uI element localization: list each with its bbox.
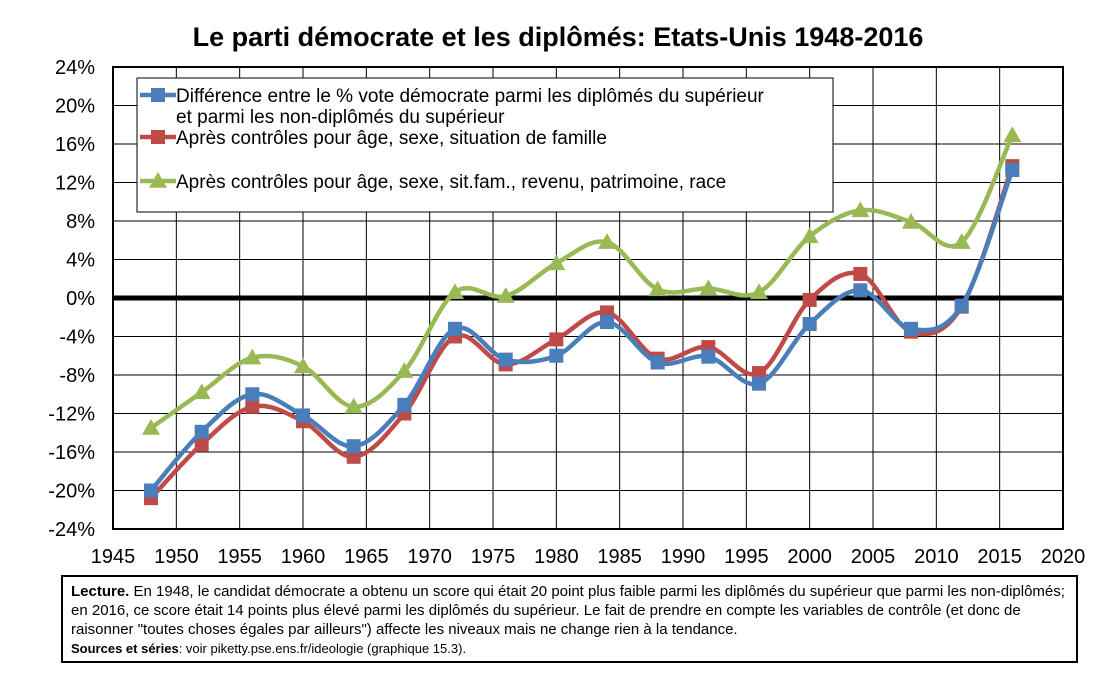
y-tick-label: -8% bbox=[59, 365, 95, 387]
series-2-point bbox=[802, 292, 817, 307]
x-tick-label: 1975 bbox=[471, 546, 516, 568]
series-2-line bbox=[148, 163, 1015, 501]
line-chart: 24% 20% 16% 12% 8% 4% 0% -4% -8% -12% -16% -20% -24%… bbox=[48, 57, 1086, 568]
y-tick-label: -24% bbox=[48, 519, 95, 541]
series-1-point bbox=[802, 316, 817, 331]
series-3-point bbox=[648, 280, 667, 297]
series-3-point bbox=[496, 287, 515, 303]
legend-swatch-marker bbox=[151, 88, 165, 102]
note-sources-text: : voir piketty.pse.ens.fr/ideologie (gra… bbox=[178, 641, 467, 656]
legend-label: Après contrôles pour âge, sexe, situatio… bbox=[176, 128, 607, 149]
x-tick-label: 1970 bbox=[407, 546, 452, 568]
x-axis-ticks: 1945 1950 1955 1960 1965 1970 1975 1980 1985 1990… bbox=[91, 546, 1086, 568]
series-1-point bbox=[701, 349, 716, 364]
series-1-point bbox=[346, 439, 361, 454]
y-tick-label: 12% bbox=[55, 173, 95, 195]
x-tick-label: 1955 bbox=[217, 546, 262, 568]
x-tick-label: 1960 bbox=[281, 546, 326, 568]
series-3-point bbox=[699, 279, 718, 296]
series-1-point bbox=[549, 348, 564, 363]
y-tick-label: 24% bbox=[55, 57, 95, 79]
x-tick-label: 2010 bbox=[914, 546, 959, 568]
series-1-point bbox=[853, 283, 868, 298]
legend-box bbox=[136, 77, 834, 213]
series-1-point bbox=[194, 424, 209, 439]
y-tick-label: 16% bbox=[55, 134, 95, 156]
series-3-point bbox=[142, 418, 160, 435]
y-tick-label: -4% bbox=[59, 327, 95, 349]
series-3-point bbox=[598, 233, 616, 249]
series-1-point bbox=[448, 321, 462, 336]
series-1-point bbox=[600, 315, 614, 330]
series-3-point bbox=[192, 383, 211, 400]
series-1-point bbox=[144, 483, 158, 498]
legend-swatch-marker bbox=[151, 130, 165, 144]
x-tick-label: 1965 bbox=[344, 546, 389, 568]
note-lecture-label: Lecture. bbox=[71, 583, 130, 600]
series-1-point bbox=[752, 376, 766, 391]
series-2-point bbox=[549, 332, 564, 347]
series-3-point bbox=[750, 283, 768, 299]
x-tick-label: 1995 bbox=[724, 546, 769, 568]
y-tick-label: 8% bbox=[66, 211, 95, 233]
series-1-point bbox=[245, 387, 260, 402]
series-2-point bbox=[853, 266, 868, 281]
y-tick-label: -20% bbox=[48, 481, 95, 503]
series-1-point bbox=[397, 397, 412, 412]
series-3-point bbox=[902, 212, 920, 229]
x-tick-label: 1980 bbox=[534, 546, 579, 568]
series-3 bbox=[142, 126, 1022, 435]
x-tick-label: 1945 bbox=[91, 546, 136, 568]
series-2-point bbox=[346, 449, 361, 464]
y-tick-label: 0% bbox=[66, 288, 95, 310]
chart-title: Le parti démocrate et les diplômés: Etat… bbox=[192, 22, 924, 52]
series-3-point bbox=[547, 254, 566, 271]
series-1-point bbox=[498, 352, 513, 367]
y-axis-ticks: 24% 20% 16% 12% 8% 4% 0% -4% -8% -12% -16% -20% -24% bbox=[48, 57, 95, 541]
series-2-point bbox=[245, 399, 260, 414]
series-1-point bbox=[296, 408, 310, 423]
series-1 bbox=[144, 162, 1020, 498]
x-tick-label: 1950 bbox=[154, 546, 199, 568]
note-sources: Sources et séries: voir piketty.pse.ens.… bbox=[71, 641, 466, 656]
note-sources-label: Sources et séries bbox=[71, 641, 179, 656]
series-3-point bbox=[851, 201, 870, 218]
legend-swatch-marker bbox=[149, 172, 167, 188]
x-tick-label: 2020 bbox=[1041, 546, 1086, 568]
series-1-point bbox=[650, 355, 665, 370]
series-3-point bbox=[446, 283, 464, 299]
series-3-point bbox=[395, 362, 414, 378]
note-lecture-text: En 1948, le candidat démocrate a obtenu … bbox=[71, 583, 1065, 638]
legend-label: Après contrôles pour âge, sexe, sit.fam.… bbox=[176, 172, 726, 193]
legend: Différence entre le % vote démocrate par… bbox=[136, 77, 834, 213]
series-1-point bbox=[904, 321, 918, 336]
series-2-point bbox=[194, 437, 209, 452]
y-tick-label: -12% bbox=[48, 404, 95, 426]
legend-label-line2: et parmi les non-diplômés du supérieur bbox=[176, 107, 505, 128]
series-3-point bbox=[243, 348, 262, 365]
reading-note: Lecture. En 1948, le candidat démocrate … bbox=[61, 575, 1078, 663]
series-1-point bbox=[1005, 162, 1020, 177]
series-1-point bbox=[954, 298, 969, 313]
x-tick-label: 1985 bbox=[597, 546, 642, 568]
y-tick-label: 20% bbox=[55, 96, 95, 118]
series-2-point bbox=[752, 366, 766, 381]
y-tick-label: 4% bbox=[66, 250, 95, 272]
y-tick-label: -16% bbox=[48, 442, 95, 464]
series-3-point bbox=[344, 397, 363, 414]
series-3-point bbox=[952, 233, 971, 249]
series-1-line bbox=[148, 167, 1015, 493]
legend-label: Différence entre le % vote démocrate par… bbox=[176, 86, 765, 107]
series-3-point bbox=[800, 227, 819, 244]
x-tick-label: 2005 bbox=[851, 546, 896, 568]
x-tick-label: 2000 bbox=[787, 546, 832, 568]
series-3-point bbox=[294, 357, 312, 374]
series-layer bbox=[142, 126, 1022, 506]
x-tick-label: 2015 bbox=[977, 546, 1022, 568]
series-3-point bbox=[1003, 126, 1022, 143]
x-tick-label: 1990 bbox=[661, 546, 706, 568]
